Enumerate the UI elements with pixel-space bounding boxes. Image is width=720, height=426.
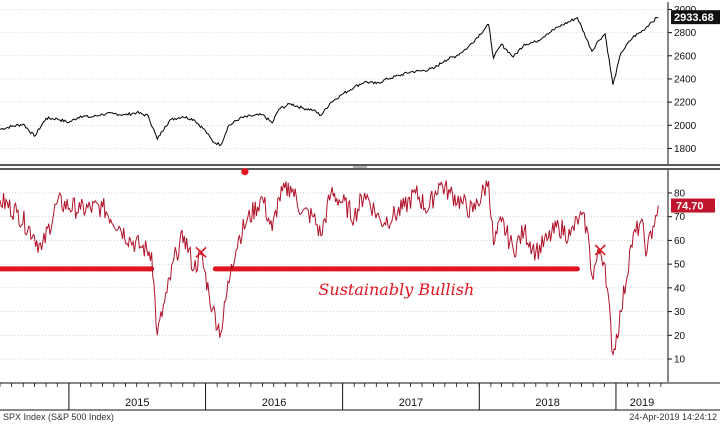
price-tick-label: 1800: [674, 144, 697, 155]
breadth-series-line: [0, 180, 659, 357]
year-label: 2017: [399, 397, 423, 409]
breadth-tick-label: 60: [674, 236, 686, 247]
breadth-tick-label: 30: [674, 307, 686, 318]
panel-divider[interactable]: [0, 164, 720, 170]
sustainably-bullish-annotation: Sustainably Bullish: [318, 280, 474, 299]
year-label: 2016: [262, 397, 286, 409]
footer-index-name: SPX Index (S&P 500 Index): [3, 412, 114, 422]
year-label: 2019: [630, 397, 654, 409]
breadth-tick-label: 50: [674, 260, 686, 271]
breadth-last-value-tag: 74.70: [671, 198, 715, 213]
breadth-tick-label: 70: [674, 212, 686, 223]
signal-markers: [195, 168, 606, 258]
year-label: 2015: [125, 397, 149, 409]
price-tick-label: 2000: [674, 121, 697, 132]
price-panel-grid: [0, 9, 668, 149]
breadth-tick-label: 20: [674, 331, 686, 342]
price-tick-label: 2800: [674, 28, 697, 39]
price-last-value-tag: 2933.68: [671, 10, 720, 25]
x-marker-icon: [594, 244, 606, 256]
breadth-tick-label: 40: [674, 283, 686, 294]
price-tick-label: 2400: [674, 74, 697, 85]
footer-timestamp: 24-Apr-2019 14:24:12: [629, 412, 717, 422]
breadth-tick-label: 80: [674, 188, 686, 199]
price-tick-label: 2600: [674, 51, 697, 62]
price-series-line: [0, 16, 659, 147]
price-panel-y-axis: 1800200022002400260028003000: [667, 2, 697, 164]
dot-marker-icon: [241, 168, 249, 176]
breadth-panel-grid: [0, 192, 668, 360]
breadth-tick-label: 10: [674, 355, 686, 366]
x-marker-icon: [195, 246, 207, 258]
price-last-value: 2933.68: [674, 12, 714, 24]
breadth-panel-y-axis: 10 20 30 40 50 60 70 80: [667, 170, 686, 382]
x-axis: 2015 2016 2017 2018 2019: [0, 382, 720, 411]
price-tick-label: 2200: [674, 98, 697, 109]
year-label: 2018: [535, 397, 559, 409]
breadth-last-value: 74.70: [676, 201, 704, 213]
